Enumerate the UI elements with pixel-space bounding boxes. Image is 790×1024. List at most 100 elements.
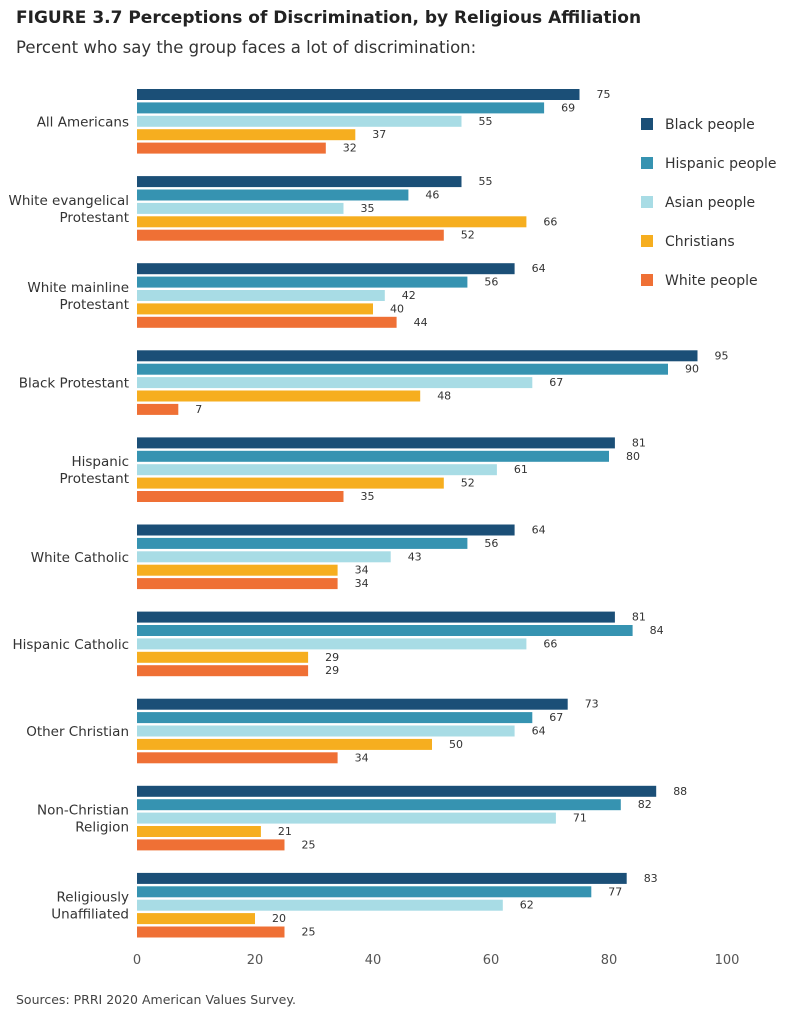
bar: [137, 142, 326, 154]
bar: [137, 202, 344, 214]
category-label: All Americans: [37, 114, 129, 130]
category-label: Other Christian: [26, 724, 129, 740]
bar: [137, 290, 385, 301]
x-tick-label: 100: [715, 953, 740, 968]
bar: [137, 363, 668, 375]
legend-swatch: [641, 274, 653, 286]
bar: [137, 785, 657, 797]
bar: [137, 611, 615, 623]
bar: [137, 564, 338, 576]
category-label: White mainline: [27, 280, 129, 296]
bar-value-label: 73: [585, 698, 599, 711]
legend-label: Black people: [665, 117, 755, 133]
category-label: White evangelical: [9, 193, 130, 209]
x-tick-label: 60: [483, 953, 500, 968]
bar: [137, 437, 615, 449]
category-label: Unaffiliated: [51, 907, 129, 923]
bar-value-label: 83: [644, 872, 658, 885]
bar: [137, 839, 285, 851]
bar: [137, 524, 515, 536]
source-note: Sources: PRRI 2020 American Values Surve…: [16, 992, 296, 1007]
bar: [137, 826, 261, 837]
bar-value-label: 81: [632, 436, 646, 449]
bar-value-label: 52: [461, 229, 475, 242]
bar-value-label: 34: [355, 564, 369, 577]
bar: [137, 263, 515, 275]
bar-value-label: 21: [278, 825, 292, 838]
legend-label: Christians: [665, 234, 735, 250]
bar-value-label: 88: [673, 785, 687, 798]
bar: [137, 812, 556, 824]
category-label: Protestant: [60, 471, 129, 487]
bar: [137, 477, 444, 489]
bar-value-label: 67: [549, 376, 563, 389]
bar-value-label: 55: [479, 175, 493, 188]
bar: [137, 115, 462, 127]
bar: [137, 926, 285, 938]
bar-value-label: 29: [325, 664, 339, 677]
bar: [137, 578, 338, 590]
chart-title: FIGURE 3.7 Perceptions of Discrimination…: [16, 8, 642, 28]
bar: [137, 316, 397, 328]
bar-value-label: 64: [532, 262, 546, 275]
bar-value-label: 25: [302, 926, 316, 939]
bar-value-label: 46: [425, 189, 439, 202]
bar-value-label: 37: [372, 128, 386, 141]
category-label: Protestant: [60, 210, 129, 226]
bar: [137, 491, 344, 502]
legend-label: White people: [665, 273, 758, 289]
bar: [137, 89, 580, 100]
bar-value-label: 95: [715, 349, 729, 362]
bar: [137, 913, 255, 925]
bar-value-label: 29: [325, 651, 339, 664]
category-label: Hispanic: [71, 454, 129, 470]
bar-value-label: 67: [549, 711, 563, 724]
bar: [137, 725, 515, 737]
bar-value-label: 90: [685, 363, 699, 376]
category-label: Hispanic Catholic: [12, 637, 129, 653]
bar: [137, 464, 497, 476]
bar-chart: 75 69 55 37 32 All Americans 55 46 35 66 52 White e…: [9, 88, 777, 968]
bar-value-label: 66: [543, 215, 557, 228]
bar: [137, 403, 179, 415]
legend-swatch: [641, 235, 653, 247]
category-label: Protestant: [60, 297, 129, 313]
bar-value-label: 75: [597, 88, 611, 101]
legend-swatch: [641, 196, 653, 208]
bar: [137, 390, 421, 402]
bar-value-label: 61: [514, 463, 528, 476]
bar: [137, 625, 633, 636]
x-tick-label: 40: [365, 953, 382, 968]
bar: [137, 886, 592, 898]
chart-subtitle: Percent who say the group faces a lot of…: [16, 38, 477, 57]
bar: [137, 537, 468, 549]
bar: [137, 229, 444, 241]
bar-value-label: 32: [343, 142, 357, 155]
bar-value-label: 69: [561, 101, 575, 114]
bar-value-label: 84: [650, 624, 664, 637]
bar-value-label: 81: [632, 611, 646, 624]
x-tick-label: 20: [247, 953, 264, 968]
bar-value-label: 64: [532, 524, 546, 537]
bar: [137, 899, 503, 911]
legend-label: Hispanic people: [665, 156, 777, 172]
bar-value-label: 35: [361, 202, 375, 215]
bar-value-label: 43: [408, 550, 422, 563]
bar: [137, 350, 698, 362]
bar: [137, 303, 373, 315]
bar: [137, 102, 545, 114]
bar: [137, 738, 432, 750]
bar-value-label: 35: [361, 490, 375, 503]
bar: [137, 712, 533, 724]
category-label: Non-Christian: [37, 803, 129, 819]
bar-value-label: 20: [272, 912, 286, 925]
bar: [137, 176, 462, 188]
bar-value-label: 77: [608, 885, 622, 898]
bar-value-label: 82: [638, 798, 652, 811]
bar: [137, 551, 391, 563]
bar-value-label: 34: [355, 577, 369, 590]
bar-value-label: 40: [390, 302, 404, 315]
category-label: Religiously: [57, 890, 130, 906]
x-tick-label: 0: [133, 953, 141, 968]
bar: [137, 189, 409, 201]
